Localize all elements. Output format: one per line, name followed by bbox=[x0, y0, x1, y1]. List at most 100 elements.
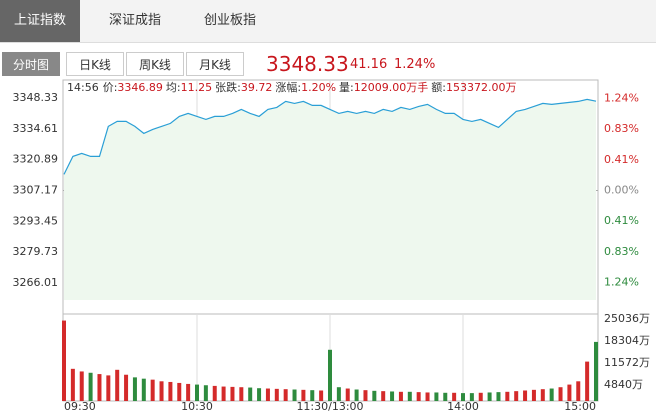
volume-bar bbox=[265, 388, 270, 401]
y2-tick-label: 1.24% bbox=[604, 91, 639, 104]
volume-bar bbox=[274, 388, 279, 401]
tab[interactable]: 深证成指 bbox=[108, 13, 161, 28]
volume-bar bbox=[452, 392, 457, 401]
info-value: 1.20% bbox=[301, 81, 336, 94]
y2-tick-label: 0.83% bbox=[604, 122, 639, 135]
volume-bar bbox=[132, 377, 137, 401]
y-tick-label: 18304万 bbox=[604, 334, 650, 347]
y-tick-label: 3279.73 bbox=[13, 245, 59, 258]
info-label: 量: bbox=[339, 81, 354, 94]
volume-bar bbox=[257, 388, 262, 401]
volume-bar bbox=[363, 390, 368, 401]
volume-bar bbox=[150, 379, 155, 401]
volume-bar bbox=[212, 385, 217, 401]
volume-bar bbox=[141, 378, 146, 401]
volume-bar bbox=[186, 383, 191, 401]
volume-bar bbox=[248, 387, 253, 401]
info-value: 12009.00万手 bbox=[354, 80, 429, 94]
quote-change: 41.16 bbox=[350, 57, 388, 72]
volume-bar bbox=[301, 389, 306, 401]
volume-bar bbox=[203, 385, 208, 401]
y-tick-label: 11572万 bbox=[604, 356, 650, 369]
period-button[interactable]: 周K线 bbox=[126, 52, 184, 76]
tab-bar: 上证指数 深证成指 创业板指 bbox=[0, 0, 656, 43]
info-value: 3346.89 bbox=[117, 81, 163, 94]
info-value: 39.72 bbox=[241, 81, 273, 94]
y2-tick-label: 0.83% bbox=[604, 245, 639, 258]
volume-bar bbox=[168, 381, 173, 401]
volume-bar bbox=[469, 393, 474, 401]
volume-bar bbox=[398, 391, 403, 401]
volume-bar bbox=[496, 392, 501, 401]
volume-bar bbox=[407, 391, 412, 401]
volume-bar bbox=[97, 374, 102, 401]
volume-bar bbox=[372, 390, 377, 401]
period-button[interactable]: 分时图 bbox=[2, 52, 60, 76]
y-tick-label: 25036万 bbox=[604, 312, 650, 325]
volume-bar bbox=[461, 393, 465, 401]
x-tick-label: 15:00 bbox=[564, 400, 596, 413]
volume-bar bbox=[336, 387, 341, 401]
x-tick-label: 10:30 bbox=[181, 400, 213, 413]
x-tick-label: 09:30 bbox=[64, 400, 96, 413]
info-line: 14:56 价:3346.89 均:11.25 张跌:39.72 涨幅:1.20% 量:1… bbox=[67, 80, 516, 94]
volume-bar bbox=[558, 387, 563, 401]
period-button[interactable]: 日K线 bbox=[66, 52, 124, 76]
volume-bar bbox=[425, 392, 430, 401]
y2-tick-label: 0.41% bbox=[604, 153, 639, 166]
volume-bar bbox=[514, 391, 519, 401]
info-label: 涨幅: bbox=[275, 81, 301, 94]
y2-tick-label: 0.41% bbox=[604, 214, 639, 227]
volume-bar bbox=[434, 392, 439, 401]
volume-bar bbox=[177, 382, 182, 401]
tab[interactable]: 上证指数 bbox=[0, 0, 80, 42]
volume-bar bbox=[221, 386, 226, 401]
volume-bar bbox=[239, 387, 244, 401]
volume-bar bbox=[505, 391, 510, 401]
y-tick-label: 3320.89 bbox=[13, 153, 59, 166]
volume-bar bbox=[62, 320, 66, 401]
quote-price: 3348.33 bbox=[266, 52, 349, 76]
volume-bar bbox=[531, 389, 536, 401]
volume-bar bbox=[416, 392, 421, 401]
volume-bar bbox=[195, 384, 199, 401]
volume-bar bbox=[540, 389, 545, 401]
volume-bar bbox=[549, 388, 554, 401]
volume-bar bbox=[79, 371, 84, 401]
quote-percent: 1.24% bbox=[394, 57, 436, 72]
info-value: 153372.00万 bbox=[446, 81, 517, 94]
volume-bar bbox=[159, 381, 164, 401]
volume-bar bbox=[328, 349, 332, 401]
y-tick-label: 3348.33 bbox=[13, 91, 59, 104]
price-area bbox=[64, 99, 596, 301]
y2-tick-label: 0.00% bbox=[604, 183, 639, 196]
volume-bar bbox=[310, 390, 315, 401]
period-button[interactable]: 月K线 bbox=[186, 52, 244, 76]
volume-bar bbox=[70, 368, 75, 401]
price-line bbox=[63, 98, 597, 175]
volume-bar bbox=[443, 392, 448, 401]
tab[interactable]: 创业板指 bbox=[203, 13, 256, 28]
volume-bar bbox=[390, 391, 395, 401]
volume-bar bbox=[487, 392, 492, 401]
volume-bar bbox=[230, 386, 235, 401]
info-time: 14:56 bbox=[67, 81, 99, 94]
volume-bar bbox=[292, 389, 297, 401]
volume-bar bbox=[88, 372, 93, 401]
volume-bar bbox=[124, 374, 129, 401]
info-label: 额: bbox=[431, 81, 446, 94]
y-tick-label: 3307.17 bbox=[13, 183, 59, 196]
volume-bar bbox=[478, 392, 483, 401]
info-label: 价: bbox=[103, 81, 118, 94]
volume-bar bbox=[523, 390, 528, 401]
volume-bar bbox=[283, 389, 288, 401]
info-value: 11.25 bbox=[181, 81, 213, 94]
volume-bar bbox=[576, 381, 581, 401]
volume-bar bbox=[381, 391, 386, 401]
volume-bar bbox=[567, 384, 572, 401]
info-label: 均: bbox=[166, 81, 181, 94]
volume-bar bbox=[354, 389, 359, 401]
volume-bar bbox=[106, 375, 111, 401]
